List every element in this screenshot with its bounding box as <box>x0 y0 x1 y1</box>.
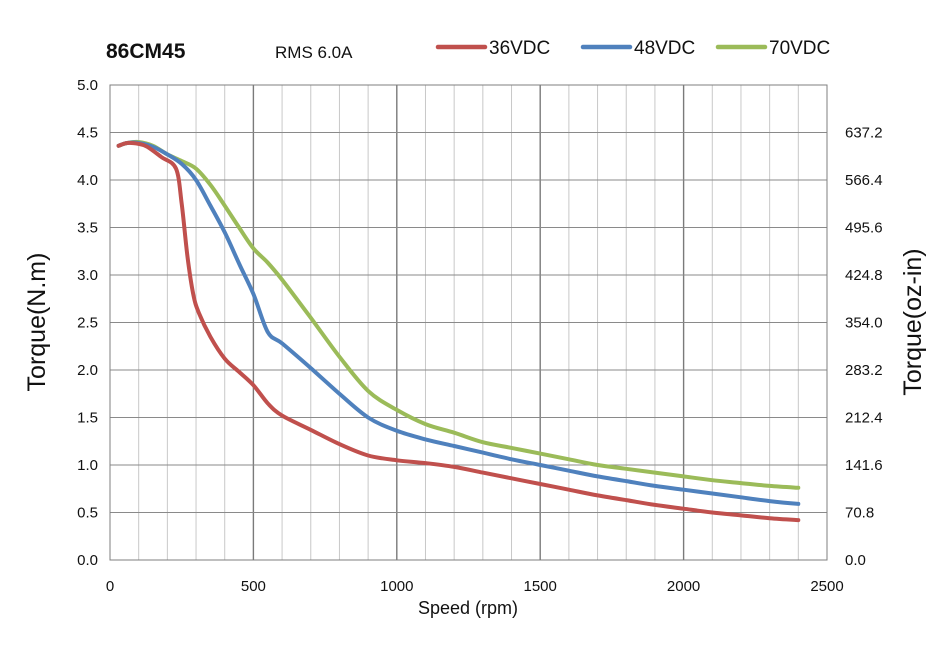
series-layer <box>116 139 801 523</box>
y-tick-label: 2.0 <box>77 362 98 379</box>
y-tick-label: 4.5 <box>77 125 98 142</box>
y2-tick-label: 637.2 <box>845 125 883 142</box>
y-tick-label: 0.5 <box>77 505 98 522</box>
y2-tick-label: 0.0 <box>845 552 866 569</box>
y2-tick-labels: 0.0 70.8 141.6 212.4 283.2 354.0 424.8 495.6 566… <box>845 125 883 570</box>
x-tick-labels: 0 500 1000 1500 2000 2500 <box>106 578 844 595</box>
x-axis-title: Speed (rpm) <box>418 598 518 618</box>
y2-tick-label: 70.8 <box>845 505 874 522</box>
chart-title: 86CM45 <box>106 40 186 63</box>
x-tick-label: 500 <box>241 578 266 595</box>
y2-axis-title: Torque(oz-in) <box>899 248 927 395</box>
y-tick-label: 0.0 <box>77 552 98 569</box>
y2-tick-label: 424.8 <box>845 267 883 284</box>
y-axis-title: Torque(N.m) <box>23 253 51 392</box>
y2-tick-label: 283.2 <box>845 362 883 379</box>
y2-tick-label: 495.6 <box>845 220 883 237</box>
legend: 36VDC 48VDC 70VDC <box>435 38 830 59</box>
chart-subtitle: RMS 6.0A <box>275 43 353 62</box>
legend-label-70vdc: 70VDC <box>769 38 830 59</box>
y-tick-label: 5.0 <box>77 77 98 94</box>
y-tick-label: 4.0 <box>77 172 98 189</box>
legend-label-36vdc: 36VDC <box>489 38 550 59</box>
series-line-70vdc <box>116 139 801 490</box>
y2-tick-label: 566.4 <box>845 172 883 189</box>
y-tick-labels: 0.0 0.5 1.0 1.5 2.0 2.5 3.0 3.5 4.0 4.5 5.0 <box>77 77 98 569</box>
plot-frame <box>109 84 828 561</box>
y-tick-label: 3.0 <box>77 267 98 284</box>
x-tick-label: 2000 <box>667 578 700 595</box>
x-tick-label: 0 <box>106 578 114 595</box>
y2-tick-label: 354.0 <box>845 315 883 332</box>
y-tick-label: 2.5 <box>77 315 98 332</box>
series-line-48vdc <box>116 140 801 506</box>
x-tick-label: 1500 <box>524 578 557 595</box>
y-tick-label: 3.5 <box>77 220 98 237</box>
grid-major <box>110 85 827 560</box>
x-tick-label: 1000 <box>380 578 413 595</box>
y-tick-label: 1.5 <box>77 410 98 427</box>
x-tick-label: 2500 <box>810 578 843 595</box>
legend-label-48vdc: 48VDC <box>634 38 695 59</box>
y2-tick-label: 212.4 <box>845 410 883 427</box>
series-line-36vdc <box>116 140 801 523</box>
y2-tick-label: 141.6 <box>845 457 883 474</box>
y-tick-label: 1.0 <box>77 457 98 474</box>
